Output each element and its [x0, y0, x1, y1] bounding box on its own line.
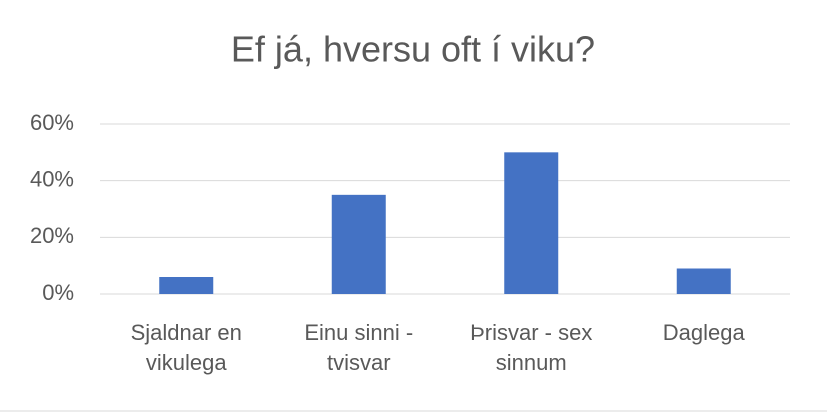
bar — [504, 152, 559, 294]
x-tick-label: Einu sinni - tvisvar — [304, 320, 414, 375]
bar — [676, 268, 731, 294]
y-tick-label: 20% — [30, 223, 74, 248]
x-tick-label: Daglega — [662, 320, 745, 345]
y-tick-label: 0% — [42, 280, 74, 305]
y-tick-label: 40% — [30, 166, 74, 191]
y-tick-label: 60% — [30, 110, 74, 135]
bar — [331, 194, 386, 294]
chart-title: Ef já, hversu oft í viku? — [231, 29, 595, 70]
bar — [159, 277, 214, 294]
x-tick-label: Þrisvar - sex sinnum — [470, 320, 593, 375]
x-tick-label: Sjaldnar en vikulega — [130, 320, 242, 375]
